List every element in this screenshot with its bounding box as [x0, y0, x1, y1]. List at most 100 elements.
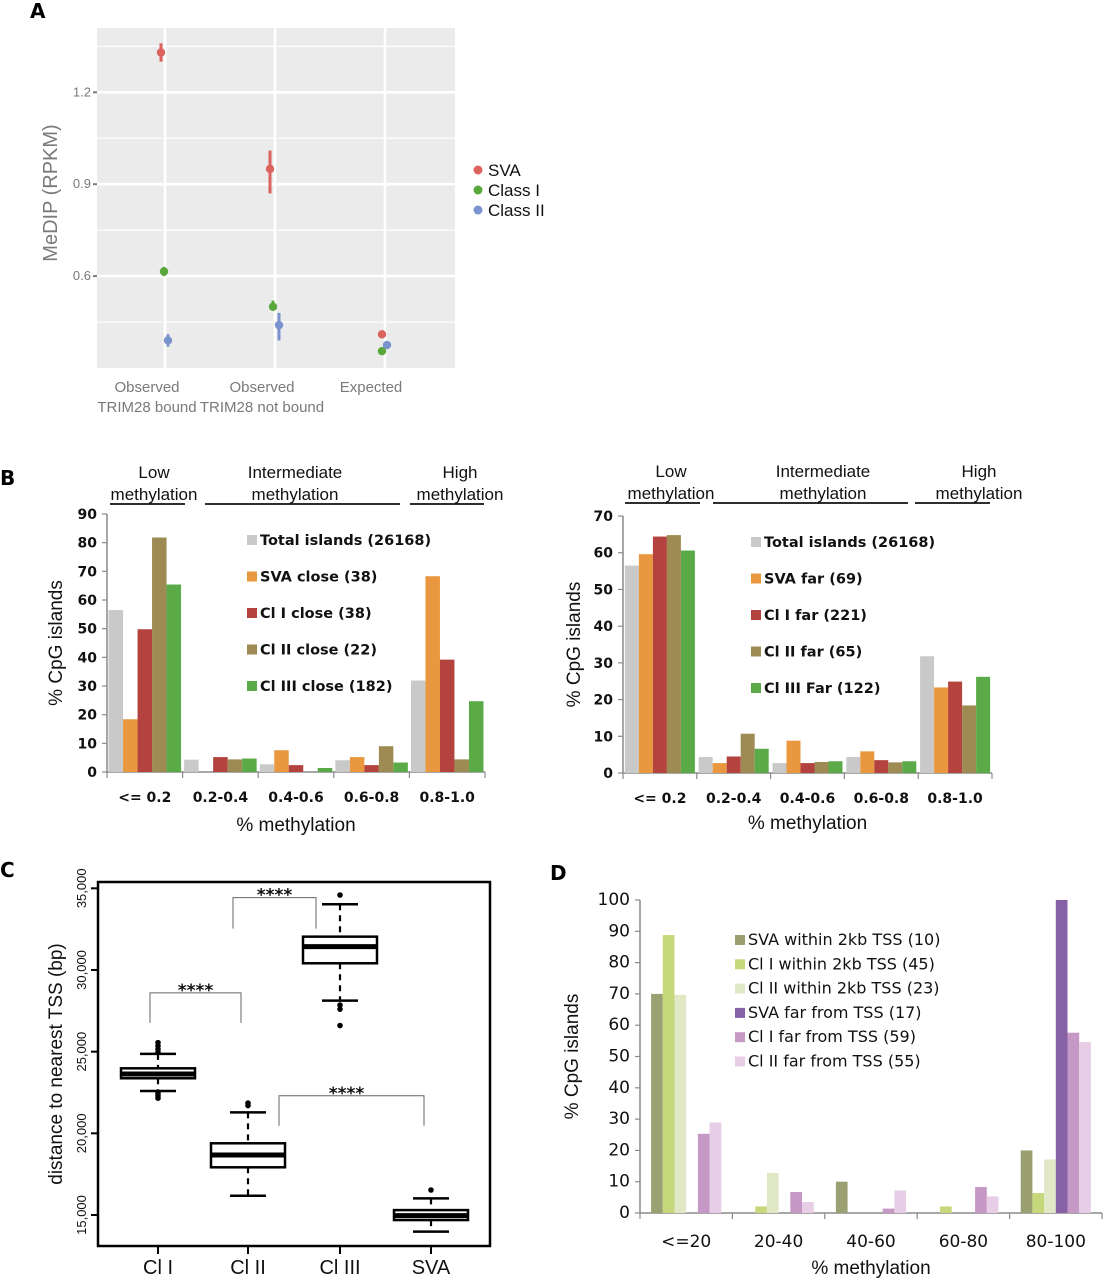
bar-cl-iii-close-182 [393, 762, 408, 772]
x-tick-label: SVA [412, 1257, 451, 1279]
bar-cl-i-close-38 [439, 659, 455, 772]
legend-label: Cl I within 2kb TSS (45) [748, 954, 935, 973]
bar-cl-ii-within-2kb-tss-23 [1044, 1159, 1056, 1213]
bar-sva-close-38 [123, 719, 138, 772]
group-header-title: High [962, 462, 997, 481]
y-tick-label: 70 [608, 984, 630, 1004]
group-header-subtitle: methylation [628, 484, 715, 503]
y-tick-label: 40 [78, 650, 98, 666]
legend-label: SVA far from TSS (17) [748, 1003, 922, 1022]
legend-key-cl-ii-within-2kb-tss-23 [735, 983, 745, 994]
y-tick-label: 30 [608, 1109, 630, 1129]
panel-c-box-plot: 15,000 20,000 25,000 30,000 35,000 distance t… [46, 868, 492, 1279]
y-tick-label: 0 [87, 765, 97, 781]
legend-label: Cl II within 2kb TSS (23) [748, 979, 940, 998]
bar-cl-ii-far-65 [814, 761, 829, 773]
panel-letter-d: D [550, 861, 567, 885]
bar-cl-iii-close-182 [242, 758, 257, 772]
bar-total-islands-26168 [335, 760, 350, 772]
point-sva [377, 330, 387, 339]
x-tick-label: 0.2-0.4 [193, 790, 249, 806]
bar-total-islands-26168 [410, 680, 426, 772]
y-tick-label: 40 [594, 619, 614, 635]
legend-label: Class I [488, 181, 540, 200]
y-tick-label: 0 [603, 766, 613, 782]
significance-label: **** [178, 981, 214, 1001]
y-tick-label: 30 [78, 679, 98, 695]
point-class-ii [163, 336, 173, 345]
legend-key-sva-close-38 [247, 571, 257, 582]
x-axis-label: % methylation [748, 813, 867, 834]
point-class-i [377, 346, 387, 356]
bar-cl-i-close-38 [288, 765, 304, 772]
bar-total-islands-26168 [846, 757, 861, 773]
bar-cl-ii-far-from-tss-55 [1079, 1042, 1091, 1213]
legend-label: Cl II close (22) [260, 643, 377, 659]
bar-cl-ii-far-from-tss-55 [986, 1196, 999, 1213]
bar-cl-iii-far-122 [902, 761, 917, 773]
x-tick-label: 80-100 [1026, 1232, 1086, 1252]
bar-total-islands-26168 [184, 759, 199, 772]
panel-b-right-bar-chart: 0 10 20 30 40 50 60 70 <= 0.2 0.2-0.4 0.4-0.6 0.6-0… [564, 462, 1022, 834]
group-header-title: Intermediate [248, 463, 343, 482]
bar-sva-close-38 [274, 750, 289, 772]
bar-sva-within-2kb-tss-10 [1020, 1150, 1033, 1213]
bar-cl-ii-far-65 [740, 733, 755, 773]
outlier-point [428, 1187, 434, 1193]
x-axis-label: % methylation [811, 1258, 930, 1279]
y-tick-label: 80 [78, 536, 98, 552]
y-tick-label: 70 [594, 509, 614, 525]
bar-cl-ii-far-65 [888, 762, 903, 773]
x-tick-label: Cl III [319, 1257, 360, 1279]
y-tick-label: 10 [594, 729, 614, 745]
y-tick-label: 20 [594, 693, 614, 709]
y-tick-label: 30 [594, 656, 614, 672]
y-axis-label: % CpG islands [564, 582, 585, 708]
bar-total-islands-26168 [624, 565, 639, 773]
bar-cl-i-close-38 [213, 757, 228, 772]
legend-key-cl-ii-far-from-tss-55 [735, 1056, 745, 1067]
bar-total-islands-26168 [108, 610, 124, 772]
y-tick-label: 10 [608, 1172, 630, 1192]
legend-key-cl-i-within-2kb-tss-45 [735, 959, 745, 970]
box-cl-iii [301, 935, 379, 965]
bar-cl-i-far-from-tss-59 [697, 1133, 710, 1213]
bar-cl-ii-far-from-tss-55 [894, 1190, 907, 1213]
y-axis-label: distance to nearest TSS (bp) [46, 943, 67, 1185]
legend-key-total-islands-26168 [751, 537, 761, 547]
bar-cl-ii-close-22 [378, 746, 394, 772]
x-tick-label: <=20 [661, 1232, 711, 1252]
bar-cl-ii-close-22 [152, 537, 167, 772]
x-tick-label: 0.4-0.6 [268, 790, 323, 806]
x-tick-label: 0.2-0.4 [706, 791, 762, 807]
legend-key-cl-ii-close-22 [247, 644, 257, 655]
y-tick-label: 50 [78, 622, 98, 638]
group-header-title: High [443, 463, 478, 482]
bar-cl-ii-within-2kb-tss-23 [766, 1172, 779, 1213]
x-tick-label: Expected [340, 379, 403, 396]
panel-d-bar-chart: 0 10 20 30 40 50 60 70 80 90 100 <=20 20-40 40-60 60-8… [562, 890, 1103, 1279]
legend-label: Total islands (26168) [260, 533, 431, 549]
legend-key-sva [473, 165, 483, 175]
x-tick-label: 60-80 [939, 1232, 988, 1252]
bar-cl-i-far-from-tss-59 [790, 1192, 802, 1213]
bar-cl-i-within-2kb-tss-45 [662, 935, 675, 1213]
x-tick-label: TRIM28 not bound [200, 399, 324, 416]
x-tick-label: 40-60 [846, 1232, 895, 1252]
bar-cl-iii-close-182 [166, 584, 182, 772]
significance-bracket [149, 992, 242, 1023]
y-tick-label: 25,000 [74, 1032, 89, 1072]
y-tick-label: 0.6 [73, 268, 91, 283]
group-header-subtitle: methylation [252, 485, 339, 504]
significance-bracket [278, 1095, 425, 1126]
bar-cl-i-close-38 [364, 765, 379, 772]
y-tick-label: 30,000 [74, 950, 89, 990]
legend-label: SVA [488, 161, 521, 180]
y-tick-label: 20 [608, 1140, 630, 1160]
y-tick-label: 90 [78, 507, 98, 523]
y-tick-label: 0.9 [73, 176, 91, 191]
legend-label: SVA close (38) [260, 570, 377, 586]
bar-sva-close-38 [349, 757, 365, 772]
plot-frame [96, 880, 492, 1248]
y-axis-label: % CpG islands [46, 580, 67, 706]
